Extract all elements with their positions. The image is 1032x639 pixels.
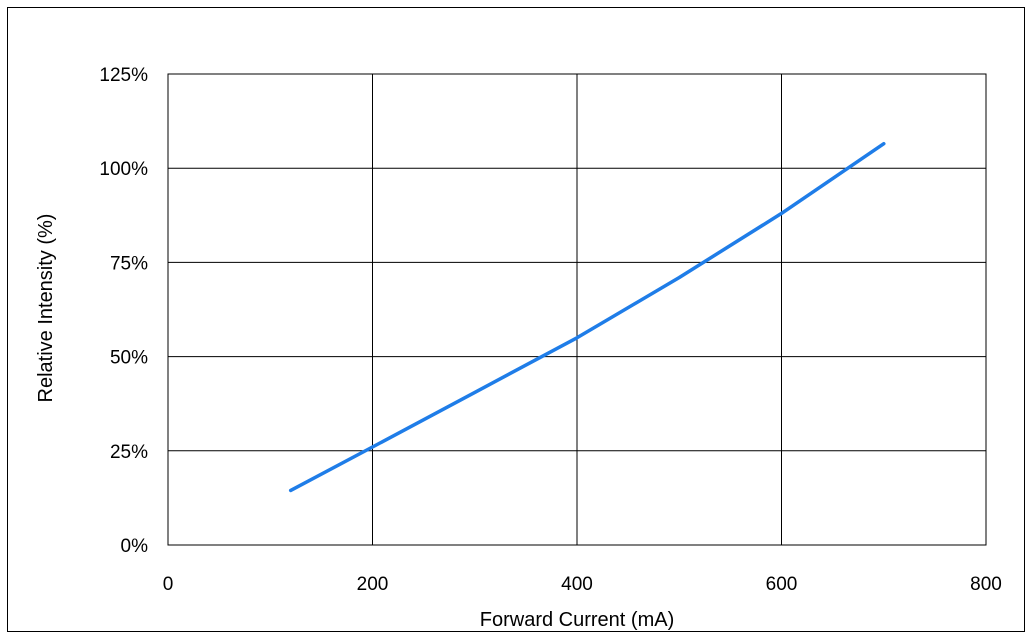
x-tick-label: 0 xyxy=(163,574,174,595)
y-axis-ticks: 0% 25% 50% 75% 100% 125% xyxy=(99,65,148,557)
x-tick-label: 400 xyxy=(561,574,593,595)
series-group xyxy=(288,141,886,493)
y-tick-label: 100% xyxy=(99,159,148,180)
x-tick-label: 600 xyxy=(766,574,798,595)
x-axis-title: Forward Current (mA) xyxy=(480,609,674,631)
x-axis-ticks: 0 200 400 600 800 xyxy=(163,574,1002,595)
y-tick-label: 75% xyxy=(110,253,148,274)
plot-area xyxy=(167,73,987,546)
grid-lines xyxy=(168,74,986,545)
series-line xyxy=(288,141,886,493)
x-tick-label: 200 xyxy=(357,574,389,595)
y-tick-label: 25% xyxy=(110,442,148,463)
y-tick-label: 125% xyxy=(99,65,148,86)
x-tick-label: 800 xyxy=(970,574,1002,595)
chart-frame xyxy=(7,7,1025,632)
y-tick-label: 50% xyxy=(110,348,148,369)
y-tick-label: 0% xyxy=(121,536,149,557)
y-axis-title: Relative Intensity (%) xyxy=(35,214,57,403)
